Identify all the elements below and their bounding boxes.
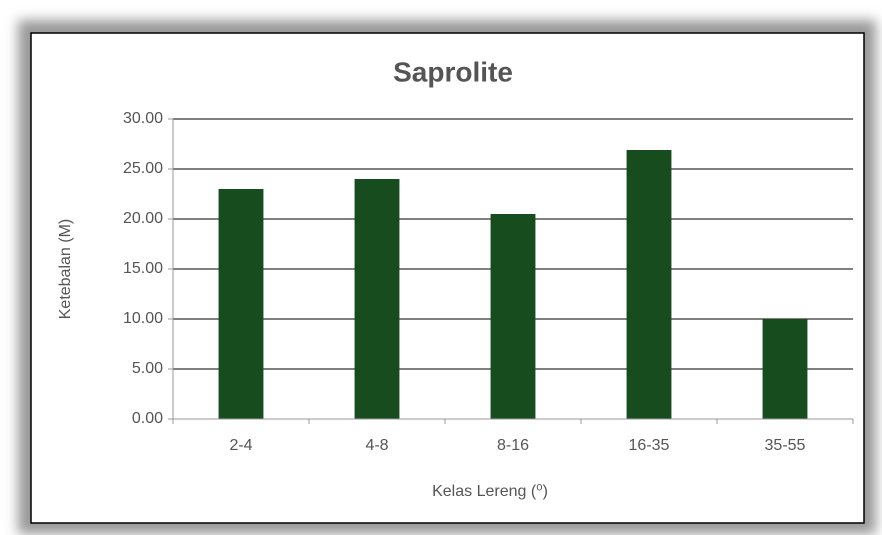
y-tick-label: 10.00 [123,310,163,327]
x-tick-label: 8-16 [497,437,529,454]
chart-title: Saprolite [393,56,513,87]
x-tick-label: 16-35 [629,437,670,454]
y-tick-label: 20.00 [123,210,163,227]
y-axis-label: Ketebalan (M) [57,219,74,320]
x-tick-label: 2-4 [229,437,252,454]
x-tick-label: 4-8 [365,437,388,454]
chart-frame [30,32,865,524]
y-tick-label: 15.00 [123,260,163,277]
bar [762,319,808,419]
y-tick-label: 30.00 [123,110,163,127]
y-tick-label: 0.00 [132,410,163,427]
bar [218,189,264,419]
bar [354,179,400,419]
bar [490,214,536,419]
y-tick-label: 25.00 [123,160,163,177]
x-tick-label: 35-55 [765,437,806,454]
y-tick-label: 5.00 [132,360,163,377]
x-axis-label: Kelas Lereng (⁰) [432,483,548,500]
bar [626,150,672,419]
